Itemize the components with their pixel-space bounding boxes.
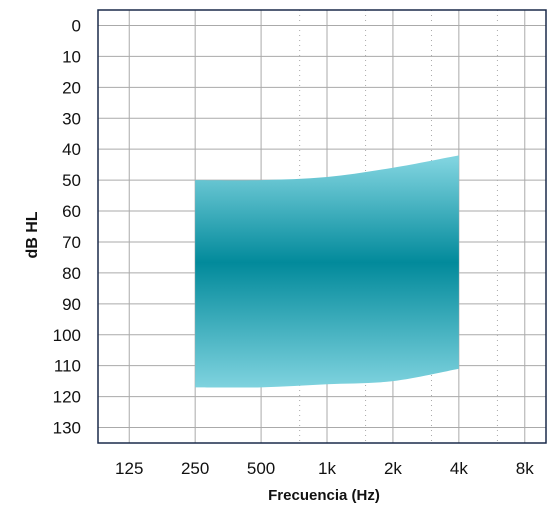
y-tick-label: 120 [53, 388, 81, 407]
y-tick-label: 70 [62, 233, 81, 252]
x-tick-label: 1k [318, 459, 336, 478]
y-tick-label: 40 [62, 140, 81, 159]
x-tick-label: 500 [247, 459, 275, 478]
y-tick-label: 50 [62, 171, 81, 190]
y-tick-label: 20 [62, 78, 81, 97]
y-tick-label: 30 [62, 109, 81, 128]
x-axis-title: Frecuencia (Hz) [268, 487, 380, 504]
x-tick-label: 4k [450, 459, 468, 478]
y-tick-label: 110 [54, 357, 81, 376]
y-tick-label: 0 [72, 16, 81, 35]
y-tick-label: 60 [62, 202, 81, 221]
x-tick-label: 125 [115, 459, 143, 478]
x-tick-label: 8k [516, 459, 534, 478]
hearing-range-band [195, 155, 459, 387]
y-tick-label: 130 [53, 419, 81, 438]
x-tick-label: 2k [384, 459, 402, 478]
y-tick-label: 100 [53, 326, 81, 345]
y-axis-title: dB HL [24, 211, 41, 258]
band-layer [195, 155, 459, 387]
y-tick-label: 10 [62, 47, 81, 66]
y-tick-label: 80 [62, 264, 81, 283]
x-tick-label: 250 [181, 459, 209, 478]
y-tick-label: 90 [62, 295, 81, 314]
